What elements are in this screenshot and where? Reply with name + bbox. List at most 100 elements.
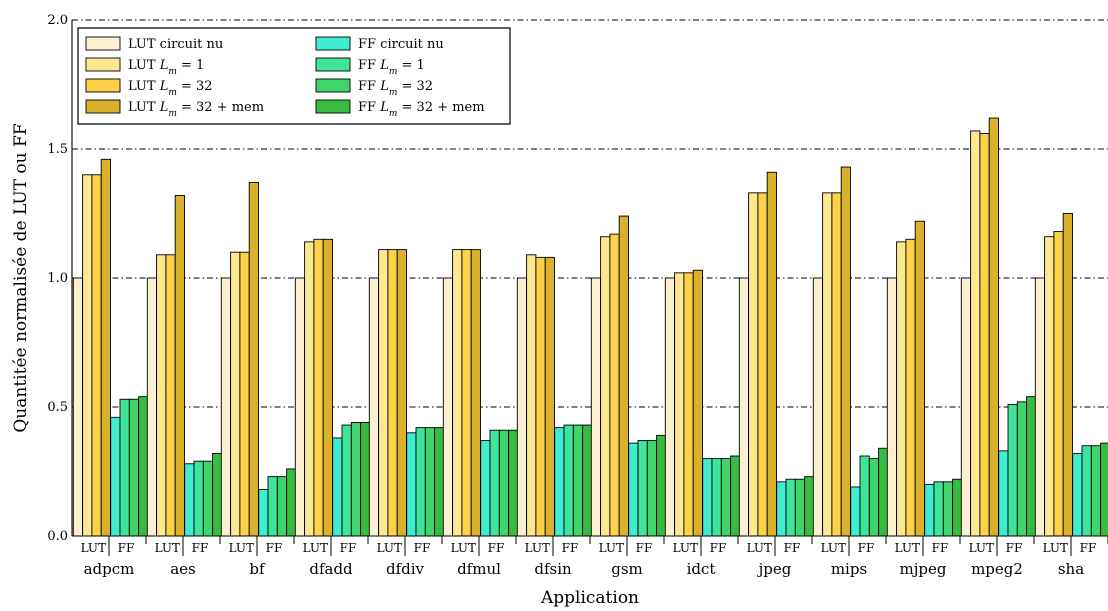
y-tick-label: 1.5	[47, 142, 68, 157]
bar-dfdiv-3	[396, 249, 407, 537]
category-label: aes	[170, 560, 196, 578]
bar-dfsin-0	[516, 277, 528, 537]
bar-dfsin-4	[554, 427, 565, 537]
lut-sub-label: LUT	[969, 541, 994, 555]
bar-dfdiv-1	[378, 249, 389, 537]
ff-sub-label: FF	[932, 541, 949, 555]
ff-sub-label: FF	[414, 541, 431, 555]
legend-label: LUT Lm = 32	[128, 79, 213, 98]
lut-sub-label: LUT	[1043, 541, 1068, 555]
ff-sub-label: FF	[266, 541, 283, 555]
bar-mjpeg-6	[942, 481, 954, 537]
bar-mips-6	[868, 458, 880, 537]
bar-dfmul-1	[452, 249, 463, 537]
bar-dfadd-7	[360, 422, 371, 537]
bar-aes-6	[202, 460, 214, 537]
bar-idct-7	[730, 455, 741, 537]
bar-aes-0	[146, 277, 158, 537]
bar-sha-0	[1034, 277, 1046, 537]
bar-jpeg-5	[785, 478, 796, 537]
bar-mpeg2-6	[1016, 401, 1028, 537]
bar-mips-1	[822, 192, 833, 537]
bar-mpeg2-4	[998, 450, 1009, 537]
bar-jpeg-3	[766, 171, 777, 537]
bar-bf-6	[276, 476, 288, 537]
bar-dfmul-6	[498, 429, 510, 537]
bar-bf-1	[230, 251, 241, 537]
legend-swatch	[315, 78, 351, 93]
bar-aes-2	[165, 254, 176, 537]
lut-sub-label: LUT	[525, 541, 550, 555]
bar-dfsin-7	[582, 424, 593, 537]
bar-jpeg-1	[748, 192, 759, 537]
category-label: dfdiv	[386, 560, 425, 578]
legend-label: FF Lm = 32 + mem	[358, 100, 485, 119]
x-axis-title: Application	[540, 588, 639, 607]
lut-sub-label: LUT	[599, 541, 624, 555]
bar-dfadd-6	[350, 422, 362, 537]
legend-swatch	[85, 99, 121, 114]
bar-aes-3	[174, 194, 185, 537]
bar-gsm-0	[590, 277, 602, 537]
y-tick-label: 1.0	[47, 271, 68, 286]
bar-mpeg2-7	[1026, 396, 1037, 537]
legend-label: LUT Lm = 32 + mem	[128, 100, 264, 119]
y-tick-label: 2.0	[47, 13, 68, 28]
lut-sub-label: LUT	[155, 541, 180, 555]
bar-idct-0	[664, 277, 676, 537]
bar-gsm-4	[628, 442, 639, 537]
bar-dfdiv-2	[387, 249, 398, 537]
bar-sha-6	[1090, 445, 1102, 537]
bar-mpeg2-2	[979, 133, 990, 537]
category-label: gsm	[611, 560, 643, 578]
bar-mjpeg-0	[886, 277, 898, 537]
category-label: mips	[831, 560, 867, 578]
bar-mjpeg-7	[952, 478, 963, 537]
bar-dfadd-3	[322, 238, 333, 537]
bar-dfdiv-4	[406, 432, 417, 537]
legend-swatch	[85, 36, 121, 51]
bar-bf-3	[248, 182, 259, 537]
bar-gsm-3	[618, 215, 629, 537]
bar-aes-4	[184, 463, 195, 537]
category-label: mpeg2	[971, 560, 1023, 578]
bar-sha-1	[1044, 236, 1055, 537]
bar-bf-0	[220, 277, 232, 537]
bar-dfmul-3	[470, 249, 481, 537]
legend-swatch	[315, 57, 351, 72]
bar-idct-4	[702, 458, 713, 537]
bar-aes-5	[193, 460, 204, 537]
legend-label: FF circuit nu	[358, 37, 444, 52]
bar-dfmul-7	[508, 429, 519, 537]
bar-mips-0	[812, 277, 824, 537]
lut-sub-label: LUT	[451, 541, 476, 555]
bar-jpeg-6	[794, 478, 806, 537]
bar-dfdiv-0	[368, 277, 380, 537]
bar-mips-2	[831, 192, 842, 537]
bar-sha-3	[1062, 213, 1073, 537]
bar-sha-7	[1100, 442, 1108, 537]
bar-adpcm-3	[100, 158, 111, 537]
bar-adpcm-6	[128, 398, 140, 537]
category-label: jpeg	[757, 560, 792, 578]
bar-dfmul-2	[461, 249, 472, 537]
bar-dfsin-6	[572, 424, 584, 537]
ff-sub-label: FF	[636, 541, 653, 555]
bar-mpeg2-5	[1007, 403, 1018, 537]
legend-label: FF Lm = 32	[358, 79, 433, 98]
bar-mjpeg-2	[905, 238, 916, 537]
legend-label: LUT circuit nu	[128, 37, 223, 52]
bar-gsm-1	[600, 236, 611, 537]
bar-dfdiv-6	[424, 427, 436, 537]
bar-mjpeg-3	[914, 220, 925, 537]
category-label: idct	[687, 560, 716, 578]
bar-sha-4	[1072, 452, 1083, 537]
bar-mpeg2-1	[970, 130, 981, 537]
bar-idct-2	[683, 272, 694, 537]
lut-sub-label: LUT	[747, 541, 772, 555]
category-label: dfmul	[457, 560, 501, 578]
bar-bf-7	[286, 468, 297, 537]
bar-sha-2	[1053, 231, 1064, 537]
